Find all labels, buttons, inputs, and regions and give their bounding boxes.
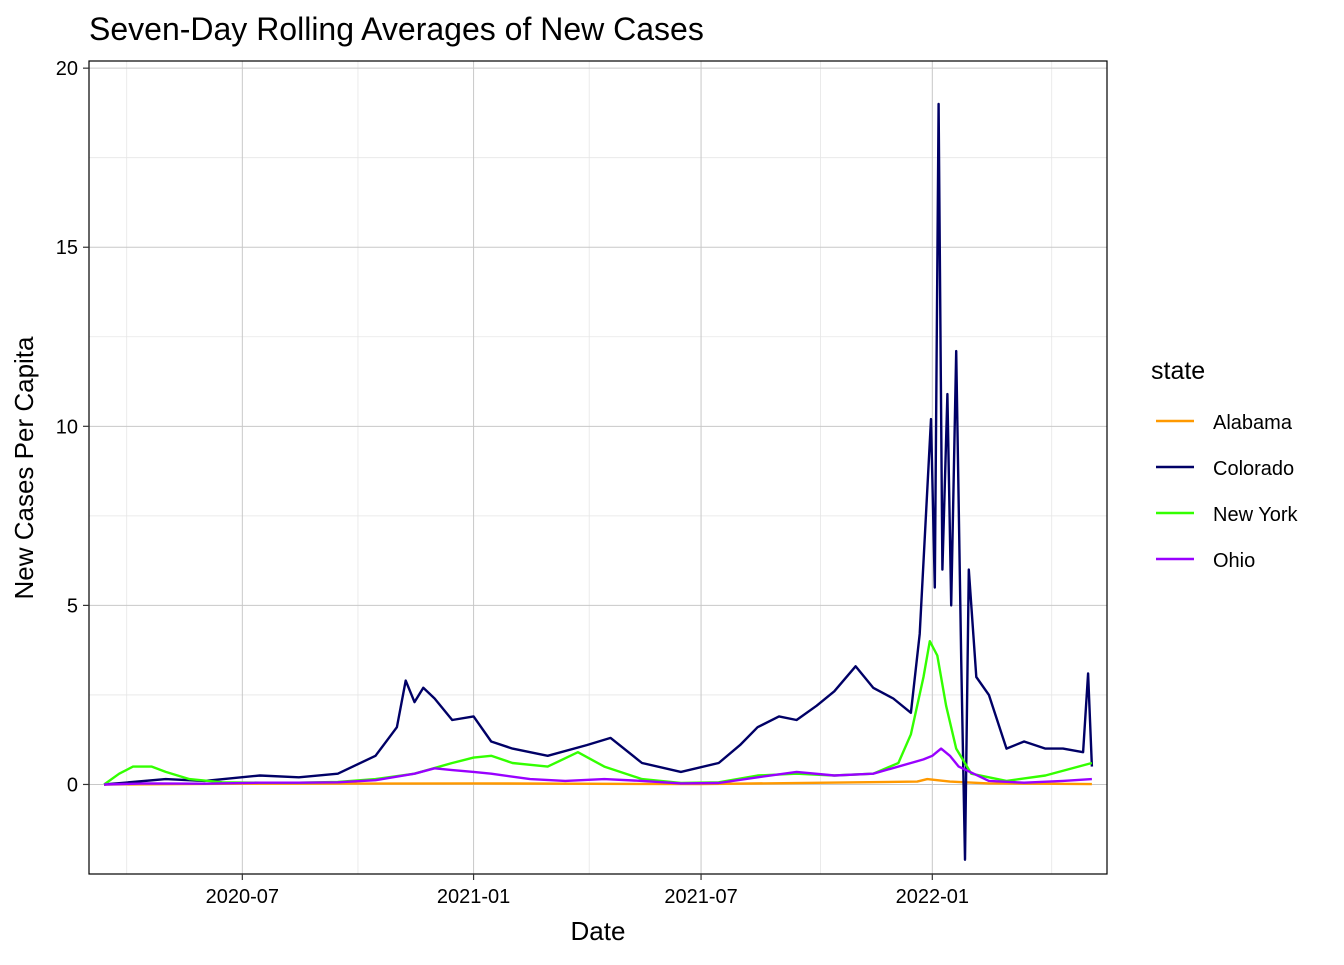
y-tick-label: 15: [56, 237, 78, 259]
legend-label: New York: [1213, 504, 1298, 526]
plot-panel: [88, 60, 1108, 875]
legend-label: Ohio: [1213, 550, 1255, 572]
y-tick-label: 5: [67, 595, 78, 617]
legend: state Alabama Colorado New York Ohio: [1151, 357, 1298, 572]
legend-label: Alabama: [1213, 412, 1293, 434]
y-tick-label: 20: [56, 58, 78, 80]
y-tick-label: 10: [56, 416, 78, 438]
y-axis: 0 5 10 15 20: [56, 58, 89, 796]
y-axis-label: New Cases Per Capita: [9, 336, 39, 600]
series-line-colorado: [103, 102, 1094, 861]
plot-border: [88, 60, 1108, 875]
y-tick-label: 0: [67, 774, 78, 796]
x-tick-label: 2020-07: [206, 886, 279, 908]
x-tick-label: 2021-07: [664, 886, 737, 908]
x-axis-label: Date: [571, 916, 626, 946]
series-lines: [103, 102, 1094, 861]
x-axis: 2020-07 2021-01 2021-07 2022-01: [206, 874, 969, 908]
legend-title: state: [1151, 357, 1205, 385]
x-tick-label: 2022-01: [896, 886, 969, 908]
series-line-alabama: [104, 777, 1092, 786]
series-line-ohio: [104, 747, 1092, 786]
legend-label: Colorado: [1213, 458, 1294, 480]
chart-title: Seven-Day Rolling Averages of New Cases: [89, 11, 704, 47]
x-tick-label: 2021-01: [437, 886, 510, 908]
